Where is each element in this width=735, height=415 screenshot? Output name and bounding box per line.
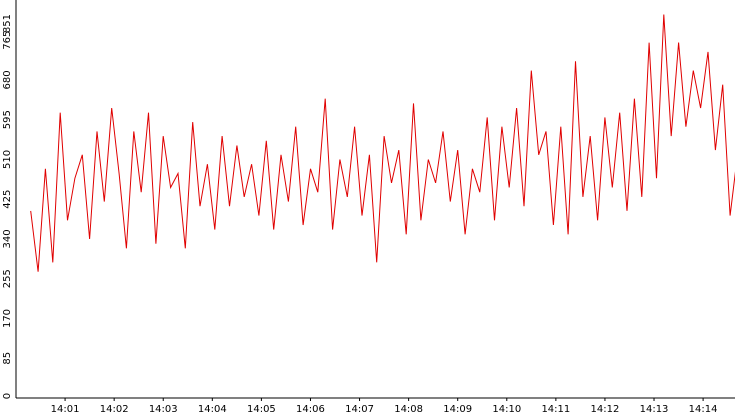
x-tick-label: 14:02 xyxy=(100,404,129,415)
x-tick-label: 14:05 xyxy=(247,404,276,415)
x-tick-label: 14:01 xyxy=(51,404,80,415)
x-tick-label: 14:06 xyxy=(296,404,325,415)
y-tick-label: 340 xyxy=(2,229,13,248)
x-tick-label: 14:13 xyxy=(640,404,669,415)
x-tick-label: 14:10 xyxy=(492,404,521,415)
y-tick-label: 680 xyxy=(2,70,13,89)
x-tick-label: 14:03 xyxy=(149,404,178,415)
data-series-line xyxy=(30,14,735,272)
y-tick-label: 851 xyxy=(2,14,13,33)
x-tick-label: 14:09 xyxy=(443,404,472,415)
y-tick-label: 425 xyxy=(2,190,13,209)
x-tick-label: 14:07 xyxy=(345,404,374,415)
y-tick-label: 510 xyxy=(2,150,13,169)
y-tick-label: 255 xyxy=(2,269,13,288)
x-tick-label: 14:12 xyxy=(591,404,620,415)
y-tick-label: 765 xyxy=(2,31,13,50)
x-tick-label: 14:04 xyxy=(198,404,227,415)
y-tick-label: 595 xyxy=(2,110,13,129)
x-tick-label: 14:14 xyxy=(689,404,718,415)
y-tick-label: 170 xyxy=(2,309,13,328)
x-axis-labels: 14:01 14:02 14:03 14:04 14:05 14:06 14:07 14:08… xyxy=(51,404,718,415)
x-tick-label: 14:11 xyxy=(541,404,570,415)
y-tick-label: 85 xyxy=(2,352,13,365)
x-tick-label: 14:08 xyxy=(394,404,423,415)
y-tick-label: 0 xyxy=(2,393,13,399)
